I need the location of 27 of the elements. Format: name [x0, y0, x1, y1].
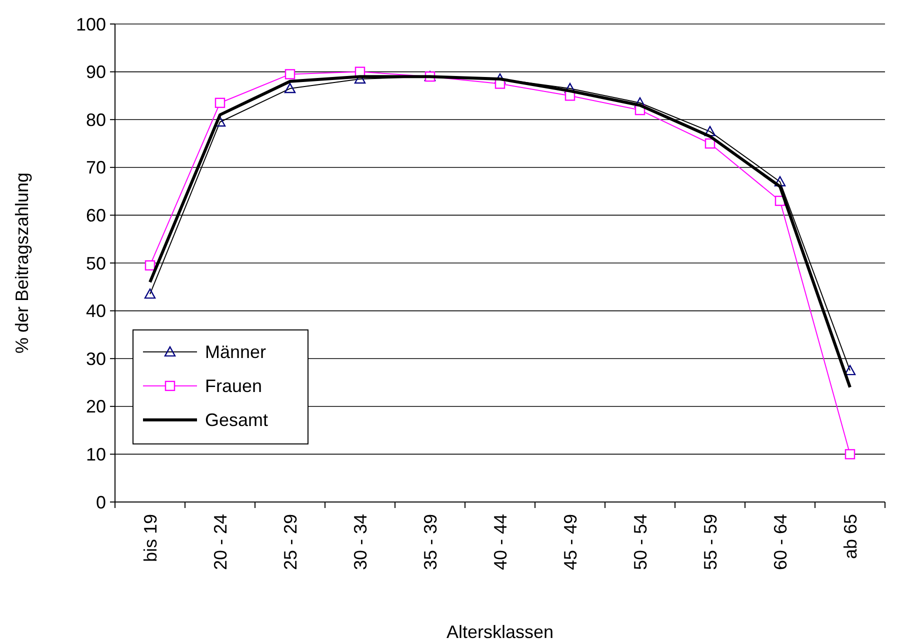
y-tick-label: 80	[86, 110, 106, 130]
x-axis-title: Altersklassen	[446, 622, 554, 642]
legend-label: Männer	[205, 342, 266, 362]
x-tick-label: 50 - 54	[630, 514, 650, 570]
x-tick-label: 25 - 29	[280, 514, 300, 570]
y-tick-label: 90	[86, 62, 106, 82]
x-tick-label: 20 - 24	[210, 514, 230, 570]
x-tick-label: 40 - 44	[490, 514, 510, 570]
y-tick-label: 70	[86, 158, 106, 178]
y-tick-label: 40	[86, 301, 106, 322]
legend-label: Gesamt	[205, 410, 268, 430]
y-tick-label: 0	[96, 492, 106, 512]
x-tick-label: 55 - 59	[700, 514, 720, 570]
y-tick-label: 20	[86, 396, 106, 417]
x-tick-label: 30 - 34	[350, 514, 370, 570]
y-tick-label: 10	[86, 444, 106, 464]
y-tick-label: 30	[86, 348, 106, 369]
x-tick-label: 45 - 49	[560, 514, 580, 570]
x-tick-label: ab 65	[840, 514, 860, 560]
x-tick-label: 35 - 39	[420, 514, 440, 570]
x-tick-label: bis 19	[140, 514, 160, 562]
y-tick-label: 50	[86, 253, 106, 274]
y-axis-title: % der Beitragszahlung	[12, 172, 32, 354]
legend-label: Frauen	[205, 376, 262, 396]
x-tick-label: 60 - 64	[770, 514, 790, 570]
y-tick-label: 60	[86, 206, 106, 226]
y-tick-label: 100	[76, 14, 106, 34]
